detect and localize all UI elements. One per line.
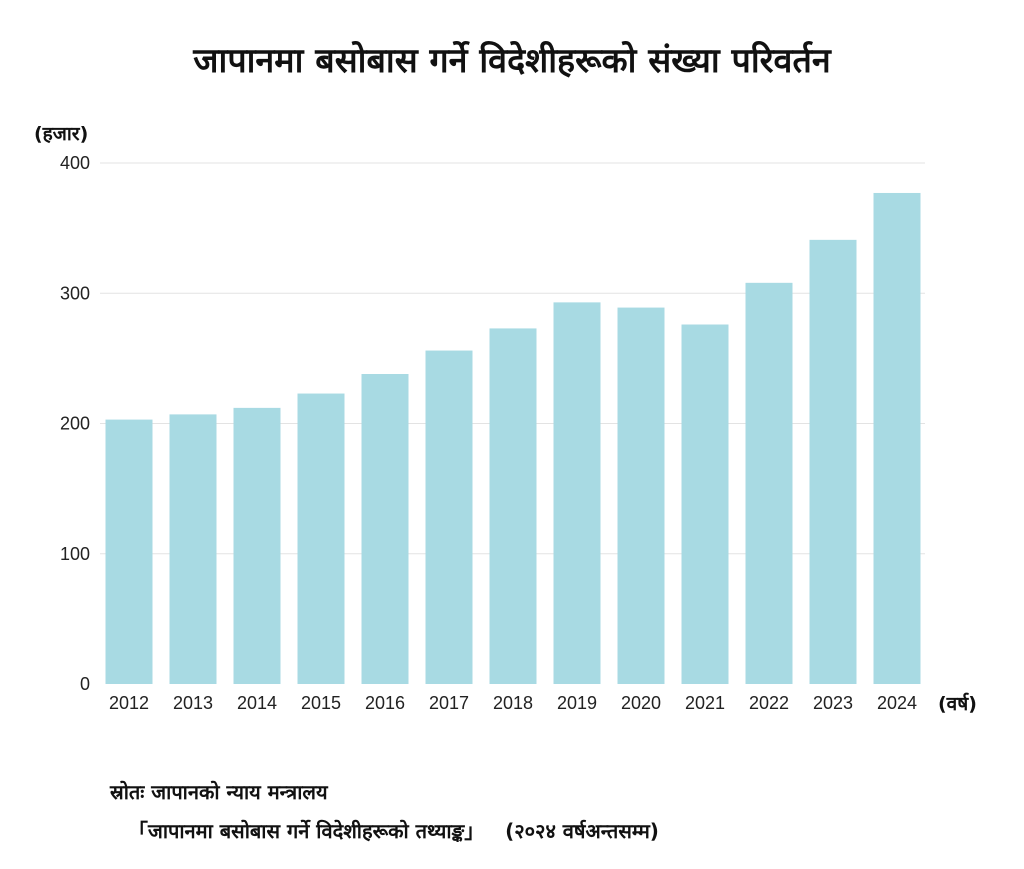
- y-axis-unit: (हजार): [34, 123, 89, 145]
- y-tick-label: 200: [60, 414, 90, 434]
- x-tick-label: 2018: [493, 693, 533, 713]
- bar-2017: [425, 350, 473, 684]
- y-tick-label: 100: [60, 544, 90, 564]
- bar-2023: [809, 239, 857, 684]
- chart-title: जापानमा बसोबास गर्ने विदेशीहरूको संख्या …: [193, 41, 831, 81]
- bar-2019: [553, 302, 601, 684]
- x-tick-label: 2023: [813, 693, 853, 713]
- bar-2013: [169, 414, 217, 684]
- source-line-1: स्रोतः जापानको न्याय मन्त्रालय: [110, 780, 328, 804]
- x-tick-label: 2022: [749, 693, 789, 713]
- x-tick-label: 2016: [365, 693, 405, 713]
- bar-2021: [681, 324, 729, 684]
- x-tick-label: 2017: [429, 693, 469, 713]
- bar-2022: [745, 282, 793, 684]
- bar-2024: [873, 192, 921, 684]
- source-line-2: 「जापानमा बसोबास गर्ने विदेशीहरूको तथ्याङ…: [128, 819, 659, 843]
- bar-2018: [489, 328, 537, 684]
- x-tick-label: 2015: [301, 693, 341, 713]
- bar-2016: [361, 374, 409, 684]
- bar-2020: [617, 307, 665, 684]
- y-tick-label: 300: [60, 283, 90, 303]
- bar-2012: [105, 419, 153, 684]
- x-tick-label: 2019: [557, 693, 597, 713]
- y-tick-label: 400: [60, 153, 90, 173]
- x-tick-label: 2014: [237, 693, 277, 713]
- x-tick-label: 2021: [685, 693, 725, 713]
- x-tick-label: 2012: [109, 693, 149, 713]
- y-tick-label: 0: [80, 674, 90, 694]
- bar-2015: [297, 393, 345, 684]
- x-axis-unit: (वर्ष): [938, 693, 977, 715]
- x-tick-label: 2013: [173, 693, 213, 713]
- x-tick-label: 2020: [621, 693, 661, 713]
- bar-2014: [233, 407, 281, 684]
- x-tick-label: 2024: [877, 693, 917, 713]
